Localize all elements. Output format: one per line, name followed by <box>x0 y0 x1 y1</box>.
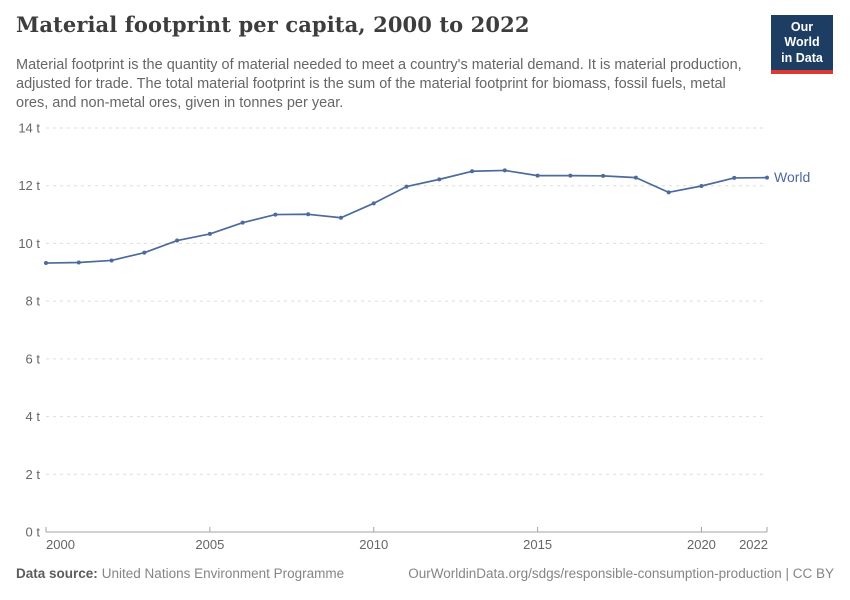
data-point[interactable] <box>338 215 343 220</box>
data-point[interactable] <box>666 190 671 195</box>
data-point[interactable] <box>273 212 278 217</box>
footer-citation-link[interactable]: OurWorldinData.org/sdgs/responsible-cons… <box>408 566 834 581</box>
y-axis-tick-label: 14 t <box>18 121 40 136</box>
data-point[interactable] <box>175 238 180 243</box>
data-source: Data source: United Nations Environment P… <box>16 566 344 581</box>
data-point[interactable] <box>732 175 737 180</box>
data-point[interactable] <box>470 169 475 174</box>
x-axis-tick-label: 2022 <box>739 537 768 552</box>
y-axis-tick-label: 2 t <box>26 467 41 482</box>
data-point[interactable] <box>568 173 573 178</box>
owid-logo-line2: in Data <box>781 50 823 65</box>
chart-footer: Data source: United Nations Environment P… <box>16 566 834 581</box>
series-line-world[interactable] <box>45 169 768 264</box>
owid-logo-line1: Our World <box>784 20 820 50</box>
x-axis-tick-label: 2000 <box>46 537 75 552</box>
owid-logo[interactable]: Our World in Data <box>771 15 833 74</box>
y-axis-tick-label: 8 t <box>26 294 41 309</box>
data-point[interactable] <box>699 184 704 189</box>
data-source-label: Data source: <box>16 566 98 581</box>
x-axis-tick-label: 2020 <box>687 537 716 552</box>
data-point[interactable] <box>240 220 245 225</box>
data-point[interactable] <box>76 260 81 265</box>
data-point[interactable] <box>44 261 48 266</box>
chart-subtitle: Material footprint is the quantity of ma… <box>16 57 742 112</box>
data-point[interactable] <box>601 173 606 178</box>
y-axis-tick-label: 10 t <box>18 236 40 251</box>
data-point[interactable] <box>765 175 769 180</box>
x-axis-tick-label: 2005 <box>195 537 224 552</box>
data-point[interactable] <box>207 231 212 236</box>
y-axis-tick-label: 4 t <box>26 409 41 424</box>
y-axis-tick-label: 6 t <box>26 351 41 366</box>
data-point[interactable] <box>535 173 540 178</box>
data-point[interactable] <box>371 201 376 206</box>
x-axis-tick-label: 2015 <box>523 537 552 552</box>
data-point[interactable] <box>306 212 311 217</box>
y-axis-tick-label: 0 t <box>26 525 41 540</box>
data-point[interactable] <box>142 250 147 255</box>
data-point[interactable] <box>437 177 442 182</box>
data-point[interactable] <box>502 168 507 173</box>
data-point[interactable] <box>404 184 409 189</box>
data-source-value: United Nations Environment Programme <box>101 566 345 581</box>
x-axis-tick-label: 2010 <box>359 537 388 552</box>
data-point[interactable] <box>633 175 638 180</box>
chart-title: Material footprint per capita, 2000 to 2… <box>16 12 530 37</box>
series-end-label[interactable]: World <box>774 169 810 185</box>
y-axis-tick-label: 12 t <box>18 178 40 193</box>
data-point[interactable] <box>109 258 114 263</box>
